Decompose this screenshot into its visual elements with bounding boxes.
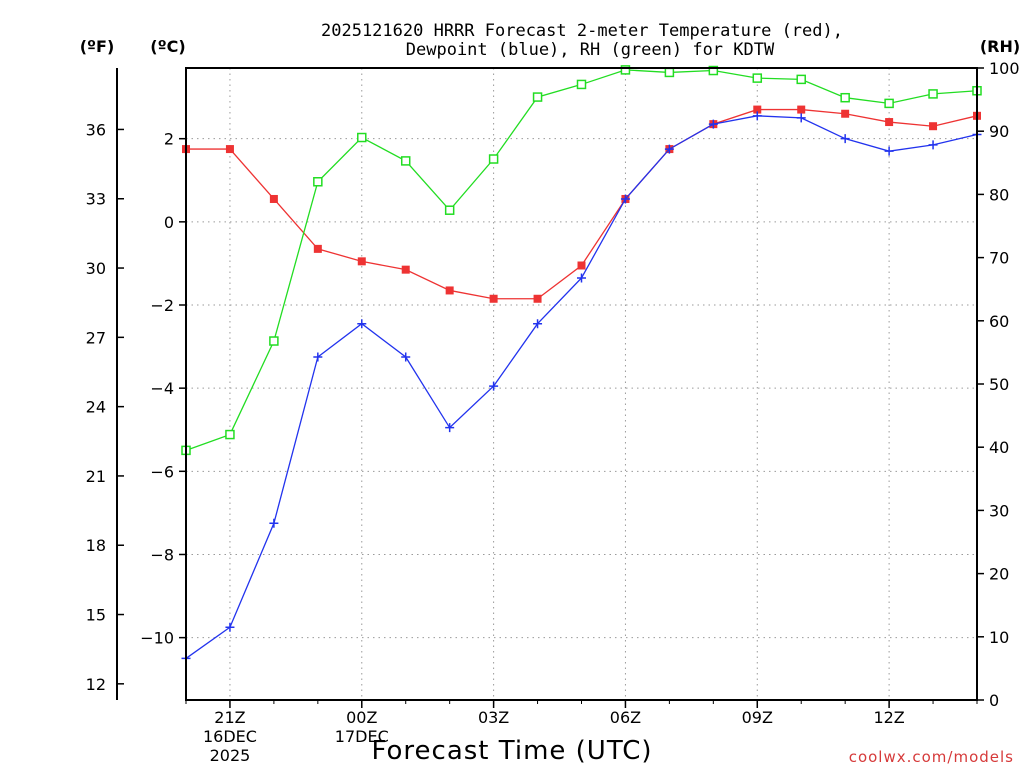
chart-title-line2: Dewpoint (blue), RH (green) for KDTW bbox=[406, 40, 775, 60]
x-axis-label: Forecast Time (UTC) bbox=[371, 736, 652, 766]
rh-tick-label: 100 bbox=[989, 59, 1020, 78]
rh-point bbox=[444, 205, 455, 215]
x-tick-sublabel: 16DEC bbox=[203, 727, 257, 746]
x-tick-sublabel: 17DEC bbox=[335, 727, 389, 746]
celsius-unit-label: (ºC) bbox=[150, 37, 185, 56]
temperature-point bbox=[929, 122, 938, 131]
celsius-tick-label: 0 bbox=[164, 213, 174, 232]
temperature-point bbox=[885, 118, 894, 127]
rh-point bbox=[225, 429, 235, 440]
celsius-tick-label: −10 bbox=[140, 629, 174, 648]
temperature-line bbox=[186, 108, 978, 300]
celsius-tick-label: −2 bbox=[150, 296, 174, 315]
celsius-tick-label: −4 bbox=[150, 379, 174, 398]
rh-tick-label: 0 bbox=[989, 691, 999, 710]
rh-point bbox=[576, 79, 587, 90]
x-tick-label: 09Z bbox=[742, 708, 773, 727]
fahrenheit-tick-label: 12 bbox=[86, 675, 106, 694]
rh-tick-label: 70 bbox=[989, 249, 1009, 268]
x-tick-label: 00Z bbox=[346, 708, 377, 727]
fahrenheit-unit-label: (ºF) bbox=[80, 37, 115, 56]
rh-point bbox=[357, 132, 367, 143]
grid-lines bbox=[186, 68, 977, 700]
rh-point bbox=[269, 336, 279, 346]
rh-point bbox=[488, 154, 499, 164]
dewpoint-point bbox=[489, 381, 499, 391]
fahrenheit-tick-label: 36 bbox=[86, 120, 106, 139]
temperature-point bbox=[357, 257, 366, 266]
chart-title-line1: 2025121620 HRRR Forecast 2-meter Tempera… bbox=[321, 21, 843, 41]
rh-point bbox=[313, 177, 323, 187]
celsius-tick-label: −8 bbox=[150, 545, 174, 564]
fahrenheit-tick-label: 30 bbox=[86, 259, 106, 278]
rh-point bbox=[400, 156, 411, 166]
rh-point bbox=[532, 92, 543, 102]
temperature-point bbox=[489, 294, 498, 303]
rh-tick-label: 90 bbox=[989, 122, 1009, 141]
rh-tick-label: 20 bbox=[989, 565, 1009, 584]
dewpoint-point bbox=[445, 423, 455, 433]
x-tick-label: 06Z bbox=[610, 708, 641, 727]
dewpoint-point bbox=[577, 273, 586, 283]
dewpoint-point bbox=[225, 622, 235, 632]
temperature-point bbox=[225, 145, 234, 154]
rh-tick-label: 10 bbox=[989, 628, 1009, 647]
rh-unit-label: (RH) bbox=[980, 37, 1020, 56]
dewpoint-point bbox=[357, 319, 367, 329]
temperature-point bbox=[533, 294, 542, 303]
fahrenheit-tick-label: 33 bbox=[86, 190, 106, 209]
temperature-point bbox=[841, 109, 850, 118]
fahrenheit-tick-label: 24 bbox=[86, 398, 106, 417]
fahrenheit-tick-label: 21 bbox=[86, 467, 106, 486]
dewpoint-point bbox=[840, 134, 850, 144]
rh-point bbox=[840, 92, 850, 103]
x-tick-label: 12Z bbox=[873, 708, 904, 727]
rh-point bbox=[796, 74, 806, 85]
plot-frame bbox=[185, 67, 978, 701]
rh-tick-label: 50 bbox=[989, 375, 1009, 394]
dewpoint-line bbox=[185, 115, 978, 659]
x-tick-label: 03Z bbox=[478, 708, 509, 727]
dewpoint-point bbox=[796, 113, 806, 123]
temperature-point bbox=[753, 105, 762, 114]
rh-point bbox=[884, 98, 894, 109]
dewpoint-point bbox=[928, 140, 938, 150]
rh-point bbox=[620, 65, 631, 75]
dewpoint-point bbox=[752, 111, 762, 121]
rh-point bbox=[664, 67, 675, 78]
rh-tick-label: 40 bbox=[989, 438, 1009, 457]
temperature-point bbox=[797, 105, 806, 114]
dewpoint-point bbox=[313, 352, 323, 362]
dewpoint-point bbox=[664, 144, 674, 154]
watermark: coolwx.com/models bbox=[849, 748, 1014, 766]
temperature-point bbox=[445, 286, 454, 295]
temperature-point bbox=[577, 261, 586, 270]
dewpoint-point bbox=[620, 194, 630, 204]
rh-point bbox=[928, 89, 938, 99]
data-series bbox=[181, 65, 982, 663]
rh-tick-label: 60 bbox=[989, 312, 1009, 331]
rh-point bbox=[708, 65, 719, 76]
dewpoint-point bbox=[533, 319, 543, 329]
dewpoint-point bbox=[884, 146, 894, 156]
dewpoint-point bbox=[708, 119, 718, 129]
celsius-tick-label: 2 bbox=[164, 130, 174, 149]
fahrenheit-tick-label: 15 bbox=[86, 606, 106, 625]
x-tick-sublabel: 2025 bbox=[210, 746, 251, 765]
temperature-point bbox=[269, 194, 278, 203]
rh-tick-label: 30 bbox=[989, 501, 1009, 520]
rh-line bbox=[185, 69, 978, 451]
fahrenheit-tick-label: 18 bbox=[86, 536, 106, 555]
temperature-point bbox=[401, 265, 410, 274]
dewpoint-point bbox=[269, 518, 279, 528]
dewpoint-point bbox=[401, 352, 411, 362]
temperature-point bbox=[313, 244, 322, 253]
celsius-tick-label: −6 bbox=[150, 462, 174, 481]
rh-tick-label: 80 bbox=[989, 185, 1009, 204]
x-tick-label: 21Z bbox=[214, 708, 245, 727]
fahrenheit-tick-label: 27 bbox=[86, 328, 106, 347]
rh-point bbox=[752, 73, 763, 83]
